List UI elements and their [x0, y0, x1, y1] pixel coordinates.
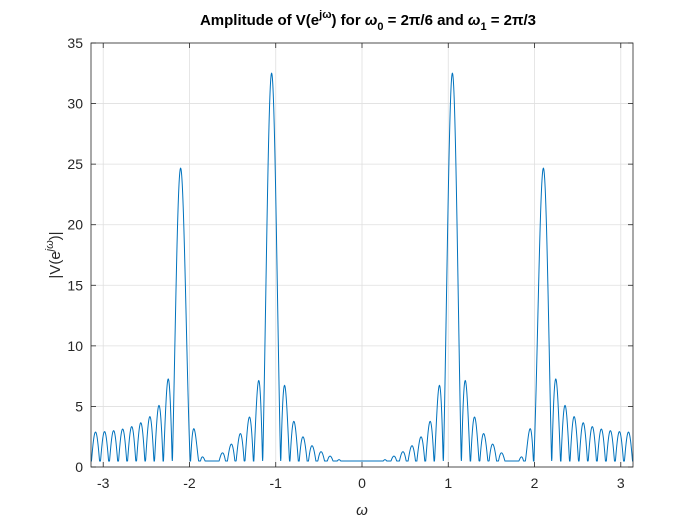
title-middle: ) for: [332, 12, 365, 29]
y-tick-label: 25: [67, 156, 83, 172]
title-omega1-subscript: 1: [480, 21, 486, 33]
title-omega0: ω: [365, 12, 378, 29]
title-omega1: ω: [468, 12, 481, 29]
title-superscript: jω: [318, 9, 331, 21]
y-tick-label: 15: [67, 277, 83, 293]
y-tick-label: 0: [75, 459, 83, 475]
y-tick-label: 35: [67, 35, 83, 51]
x-tick-label: -3: [97, 475, 110, 491]
y-tick-label: 20: [67, 217, 83, 233]
amplitude-series-line: [90, 72, 634, 462]
y-tick-label: 10: [67, 338, 83, 354]
x-tick-label: 1: [444, 475, 452, 491]
x-tick-label: 0: [358, 475, 366, 491]
x-tick-label: 2: [531, 475, 539, 491]
y-tick-label: 5: [75, 398, 83, 414]
ylabel-suffix: )|: [47, 231, 64, 240]
title-omega1-value: = 2π/3: [487, 12, 536, 29]
ylabel-prefix: |V(e: [47, 251, 64, 278]
x-axis-label: ω: [356, 502, 368, 519]
title-prefix: Amplitude of V(e: [200, 12, 319, 29]
x-tick-label: -2: [183, 475, 196, 491]
y-axis-label: |V(ejω)|: [44, 231, 64, 278]
x-tick-label: 3: [617, 475, 625, 491]
y-tick-label: 30: [67, 96, 83, 112]
ylabel-superscript: jω: [44, 240, 56, 253]
title-omega0-value: = 2π/6 and: [383, 12, 467, 29]
data-layer: [90, 72, 634, 462]
x-tick-label: -1: [270, 475, 283, 491]
chart-title: Amplitude of V(ejω) for ω0 = 2π/6 and ω1…: [200, 9, 536, 33]
title-omega0-subscript: 0: [377, 21, 383, 33]
